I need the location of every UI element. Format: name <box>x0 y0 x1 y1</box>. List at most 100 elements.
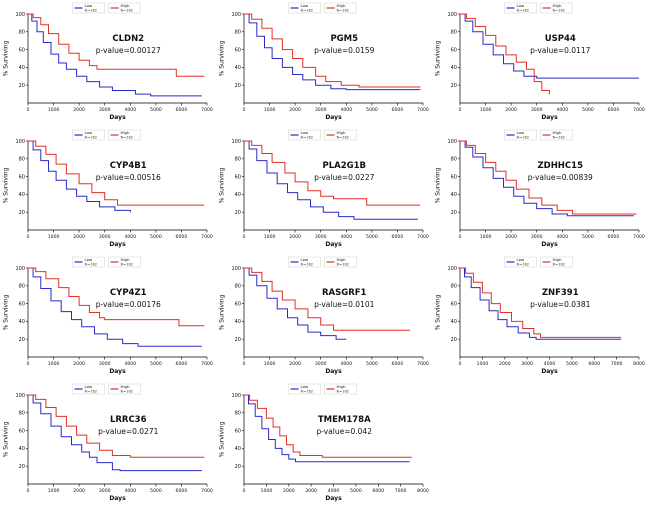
y-axis-label: % Surviving <box>219 40 226 76</box>
y-axis-label: % Surviving <box>435 167 442 203</box>
x-tick-label: 3000 <box>531 234 543 240</box>
km-curve-low <box>460 267 622 340</box>
y-tick-label: 80 <box>19 284 25 290</box>
y-tick-label: 40 <box>451 192 457 198</box>
y-tick-label: 20 <box>235 83 241 89</box>
x-tick-label: 4000 <box>124 234 136 240</box>
x-tick-label: 8000 <box>633 361 645 367</box>
legend-n: N=162 <box>517 135 530 139</box>
x-tick-label: 5000 <box>582 234 594 240</box>
legend-n: N=162 <box>121 262 134 266</box>
legend-label: Low <box>301 3 309 8</box>
x-tick-label: 3000 <box>99 234 111 240</box>
x-tick-label: 1000 <box>261 488 273 494</box>
x-tick-label: 5000 <box>150 488 162 494</box>
legend-box <box>108 383 141 395</box>
x-tick-label: 1000 <box>480 107 492 113</box>
km-curve-low <box>460 140 634 217</box>
x-tick-label: 7000 <box>417 234 429 240</box>
x-tick-label: 3000 <box>99 361 111 367</box>
x-tick-label: 4000 <box>328 488 340 494</box>
legend-box <box>540 2 573 14</box>
x-tick-label: 0 <box>243 234 246 240</box>
x-tick-label: 5000 <box>150 361 162 367</box>
x-tick-label: 3000 <box>531 107 543 113</box>
x-axis-label: Days <box>109 114 126 121</box>
legend-n: N=162 <box>337 262 350 266</box>
x-tick-label: 7000 <box>611 361 623 367</box>
legend-box <box>288 256 321 268</box>
km-panel-PGM5: 20 40 60 80 100 0 1000 2000 3000 4000 5000 6000 7000… <box>217 1 431 127</box>
pvalue-label: p-value=0.0159 <box>314 46 375 55</box>
y-tick-label: 20 <box>235 337 241 343</box>
x-tick-label: 4000 <box>124 361 136 367</box>
legend-box <box>504 256 537 268</box>
x-tick-label: 5000 <box>366 361 378 367</box>
x-tick-label: 0 <box>459 361 462 367</box>
y-tick-label: 80 <box>451 30 457 36</box>
legend-label: Low <box>301 257 309 262</box>
legend-box <box>108 2 141 14</box>
x-tick-label: 2000 <box>289 107 301 113</box>
y-tick-label: 40 <box>19 65 25 71</box>
legend-label: High <box>121 130 130 135</box>
y-tick-label: 80 <box>235 157 241 163</box>
y-tick-label: 80 <box>235 30 241 36</box>
y-axis-label: % Surviving <box>3 294 10 330</box>
legend-label: High <box>337 384 346 389</box>
y-tick-label: 40 <box>235 446 241 452</box>
km-curve-low <box>244 140 418 220</box>
km-curve-low <box>28 267 202 347</box>
gene-title: CYP4Z1 <box>110 288 147 298</box>
x-tick-label: 6000 <box>176 488 188 494</box>
pvalue-label: p-value=0.0101 <box>314 300 375 309</box>
legend-n: N=162 <box>85 135 98 139</box>
y-tick-label: 100 <box>231 393 241 399</box>
x-tick-label: 4000 <box>124 107 136 113</box>
legend-n: N=162 <box>553 262 566 266</box>
x-tick-label: 2000 <box>289 361 301 367</box>
km-panel-CYP4B1: 20 40 60 80 100 0 1000 2000 3000 4000 5000 6000 7000… <box>1 128 215 254</box>
axes <box>27 268 207 358</box>
pvalue-label: p-value=0.042 <box>316 427 372 436</box>
y-tick-label: 100 <box>447 12 457 18</box>
x-tick-label: 1000 <box>264 361 276 367</box>
x-tick-label: 5000 <box>582 107 594 113</box>
x-axis-label: Days <box>325 114 342 121</box>
legend-n: N=162 <box>553 8 566 12</box>
legend-n: N=162 <box>301 8 314 12</box>
x-tick-label: 2000 <box>73 488 85 494</box>
x-tick-label: 0 <box>243 361 246 367</box>
y-tick-label: 20 <box>19 464 25 470</box>
legend-box <box>72 129 105 141</box>
x-tick-label: 4000 <box>556 107 568 113</box>
x-tick-label: 3000 <box>315 107 327 113</box>
x-tick-label: 7000 <box>633 107 645 113</box>
legend-n: N=162 <box>517 8 530 12</box>
x-tick-label: 8000 <box>417 488 429 494</box>
km-panel-PLA2G1B: 20 40 60 80 100 0 1000 2000 3000 4000 5000 6000 7000… <box>217 128 431 254</box>
x-tick-label: 3000 <box>315 361 327 367</box>
axes <box>459 141 639 231</box>
km-curve-high <box>28 267 205 327</box>
x-tick-label: 1000 <box>480 234 492 240</box>
legend-n: N=162 <box>337 8 350 12</box>
km-curve-high <box>460 13 550 95</box>
x-tick-label: 6000 <box>176 234 188 240</box>
x-tick-label: 6000 <box>608 234 620 240</box>
y-tick-label: 40 <box>235 65 241 71</box>
y-axis-label: % Surviving <box>219 167 226 203</box>
x-tick-label: 5000 <box>150 234 162 240</box>
x-tick-label: 7000 <box>633 234 645 240</box>
x-tick-label: 1000 <box>264 107 276 113</box>
x-tick-label: 0 <box>27 488 30 494</box>
x-tick-label: 4000 <box>544 361 556 367</box>
pvalue-label: p-value=0.00839 <box>528 173 593 182</box>
legend-box <box>288 2 321 14</box>
y-tick-label: 40 <box>19 192 25 198</box>
legend-box <box>504 2 537 14</box>
